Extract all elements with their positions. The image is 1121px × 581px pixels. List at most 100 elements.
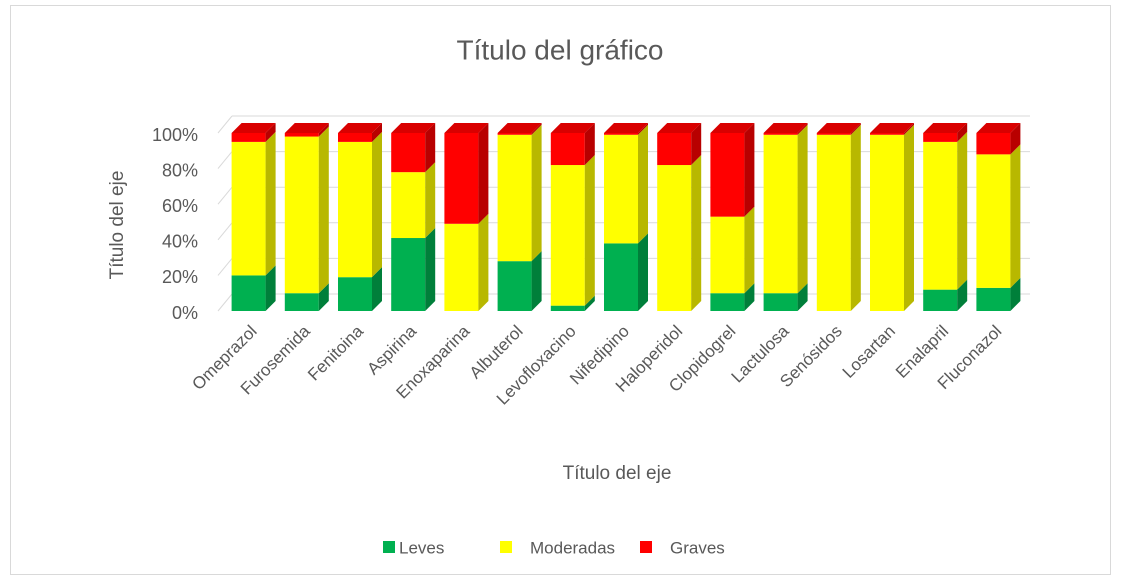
grid-line-side bbox=[217, 115, 233, 134]
y-axis-title: Título del eje bbox=[107, 171, 128, 280]
bar-segment bbox=[284, 293, 319, 311]
bar-side bbox=[584, 155, 595, 306]
bar-side bbox=[904, 124, 914, 311]
bar-side bbox=[744, 283, 755, 311]
bar-top bbox=[710, 123, 755, 133]
bar-side bbox=[265, 131, 276, 276]
bar-segment bbox=[923, 133, 958, 142]
bar-side bbox=[638, 233, 648, 311]
bar-side bbox=[531, 251, 542, 311]
y-tick-label: 100% bbox=[152, 125, 198, 145]
bar-segment bbox=[870, 134, 904, 311]
bar-top bbox=[338, 123, 382, 133]
bar-side bbox=[638, 124, 648, 244]
bar-side bbox=[797, 124, 808, 294]
bar-segment bbox=[976, 287, 1011, 311]
bar-segment bbox=[710, 293, 745, 311]
bar-segment bbox=[550, 133, 585, 166]
grid-line-side bbox=[217, 293, 233, 312]
bar-side bbox=[1010, 144, 1021, 288]
bar-segment bbox=[870, 133, 904, 135]
bar-segment bbox=[391, 133, 426, 173]
bar-segment bbox=[497, 134, 532, 262]
bar-side bbox=[1010, 277, 1021, 311]
bar-segment bbox=[338, 277, 372, 311]
bar-segment bbox=[391, 238, 426, 311]
grid-line-side bbox=[217, 186, 233, 205]
bar-side bbox=[904, 123, 914, 135]
bar-side bbox=[957, 123, 968, 142]
bar-side bbox=[425, 228, 436, 311]
bar-segment bbox=[604, 134, 638, 244]
legend-label: Graves bbox=[670, 538, 725, 557]
x-axis-title: Título del eje bbox=[563, 463, 672, 484]
bar-segment bbox=[923, 289, 958, 311]
bar-segment bbox=[976, 154, 1011, 288]
bar-side bbox=[797, 123, 808, 135]
y-tick-label: 80% bbox=[162, 160, 198, 180]
bar-segment bbox=[710, 133, 745, 217]
bar-top bbox=[923, 123, 968, 133]
bar-side bbox=[372, 131, 382, 278]
bar-segment bbox=[710, 216, 745, 294]
bar-segment bbox=[444, 133, 479, 224]
grid-line-side bbox=[217, 258, 233, 276]
bar-segment bbox=[657, 133, 692, 166]
bar-side bbox=[797, 283, 808, 311]
bar-segment bbox=[497, 133, 532, 135]
bar-segment bbox=[550, 165, 585, 306]
bar-segment bbox=[231, 141, 266, 276]
bar-top bbox=[231, 123, 276, 133]
bar-segment bbox=[763, 133, 798, 135]
bar-side bbox=[372, 123, 382, 142]
bar-side bbox=[531, 124, 542, 262]
bar-segment bbox=[391, 172, 426, 239]
bar-top bbox=[444, 123, 489, 133]
bar-top bbox=[391, 123, 436, 133]
bar-top bbox=[550, 123, 595, 133]
bar-segment bbox=[497, 261, 532, 311]
bar-segment bbox=[923, 141, 958, 290]
bar-side bbox=[372, 267, 382, 311]
bar-side bbox=[318, 126, 329, 294]
bar-segment bbox=[338, 133, 372, 142]
bar-side bbox=[957, 279, 968, 311]
bar-segment bbox=[284, 136, 319, 294]
bar-side bbox=[318, 123, 329, 137]
legend-label: Moderadas bbox=[530, 538, 615, 557]
bar-segment bbox=[763, 293, 798, 311]
bar-side bbox=[584, 295, 595, 311]
y-tick-label: 0% bbox=[172, 303, 198, 323]
bar-side bbox=[584, 123, 595, 166]
bar-side bbox=[850, 124, 861, 311]
bar-top bbox=[763, 123, 808, 133]
bar-segment bbox=[231, 133, 266, 142]
bar-segment bbox=[284, 133, 319, 137]
y-tick-label: 60% bbox=[162, 196, 198, 216]
bar-top bbox=[497, 123, 542, 133]
bar-segment bbox=[444, 223, 479, 311]
bar-side bbox=[850, 123, 861, 135]
bar-segment bbox=[976, 133, 1011, 155]
bar-segment bbox=[657, 165, 692, 311]
legend-swatch bbox=[640, 541, 652, 553]
legend-swatch bbox=[500, 541, 512, 553]
bar-side bbox=[478, 123, 489, 224]
bar-side bbox=[265, 123, 276, 142]
bar-side bbox=[1010, 123, 1021, 155]
chart-title: Título del gráfico bbox=[457, 34, 664, 65]
grid-line-side bbox=[217, 222, 233, 241]
bar-side bbox=[425, 123, 436, 173]
bar-top bbox=[976, 123, 1021, 133]
bar-side bbox=[638, 123, 648, 135]
bar-segment bbox=[604, 133, 638, 135]
bar-segment bbox=[763, 134, 798, 294]
bar-top bbox=[816, 123, 861, 133]
bar-side bbox=[691, 155, 702, 311]
bar-side bbox=[691, 123, 702, 166]
bar-segment bbox=[816, 134, 851, 311]
bar-side bbox=[265, 265, 276, 311]
bar-side bbox=[318, 283, 329, 311]
